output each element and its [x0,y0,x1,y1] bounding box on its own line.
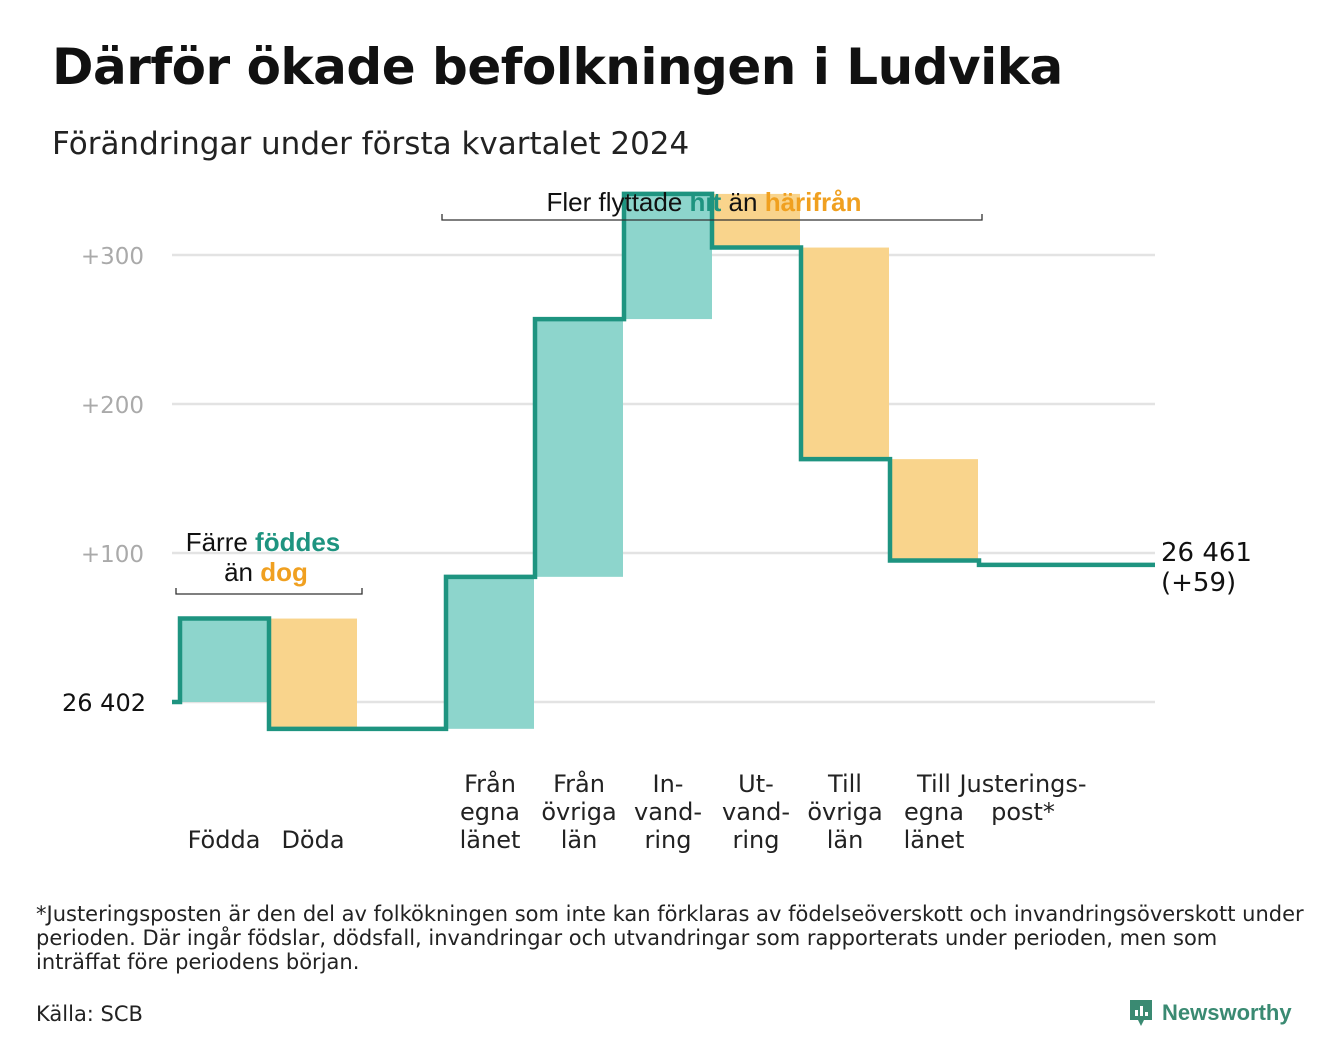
annotation-migration-part: än [721,187,764,217]
category-label: egna [460,798,520,826]
category-label: ring [733,826,780,854]
category-label: vand- [634,798,702,826]
annotation-births-deaths-part: Färre [186,527,255,557]
annotation-bracket-migration [441,214,983,221]
y-tick-label: +100 [81,542,144,568]
category-label: övriga [541,798,616,826]
chart-title: Därför ökade befolkningen i Ludvika [52,38,1063,96]
chart-subtitle: Förändringar under första kvartalet 2024 [52,126,690,162]
annotation-migration-part: hit [690,187,722,217]
annotation-migration-part: härifrån [765,187,862,217]
source-text: Källa: SCB [36,1002,143,1026]
category-label: Födda [188,826,261,854]
category-label: län [561,826,598,854]
category-label: Döda [281,826,344,854]
category-label: vand- [722,798,790,826]
waterfall-bar [712,193,800,248]
category-label: länet [460,826,521,854]
waterfall-bar [180,618,268,702]
category-label: länet [904,826,965,854]
end-change-label: (+59) [1161,568,1236,598]
y-tick-label: +200 [81,393,144,419]
waterfall-bar [535,319,623,577]
y-tick-label: +300 [81,244,144,270]
waterfall-bar [446,576,534,729]
category-label: Från [464,769,516,798]
category-label: Till [827,770,862,798]
annotation-births-deaths-line2-part: dog [260,557,308,587]
annotation-bracket-births-deaths [175,588,363,595]
category-label: Ut- [738,770,774,798]
brand-name: Newsworthy [1162,1000,1292,1025]
category-label: ring [645,826,692,854]
newsworthy-logo: Newsworthy [1128,998,1292,1028]
waterfall-bar [624,193,712,320]
category-label: Från [553,769,605,798]
waterfall-bar [890,459,978,561]
annotation-births-deaths-line2-part: än [224,557,260,587]
start-value-label: 26 402 [62,689,146,717]
annotation-births-deaths-part: föddes [255,527,340,557]
category-label: post* [991,798,1055,826]
annotation-migration-part: Fler flyttade [546,187,689,217]
category-label: Justerings- [957,770,1086,798]
annotation-births-deaths-line2: än dog [224,557,308,587]
waterfall-bar [801,247,889,460]
annotation-migration: Fler flyttade hit än härifrån [546,187,861,217]
category-label: Till [916,770,951,798]
category-label: egna [904,798,964,826]
footnote: *Justeringsposten är den del av folkökni… [36,902,1304,974]
category-label: övriga [807,798,882,826]
waterfall-bar [269,618,357,729]
annotation-births-deaths: Färre föddes [186,527,341,557]
cumulative-step-line [172,191,1155,732]
newsworthy-logo-icon [1130,1000,1152,1026]
category-label: In- [653,770,684,798]
category-label: län [827,826,864,854]
end-value-label: 26 461 [1161,538,1252,568]
